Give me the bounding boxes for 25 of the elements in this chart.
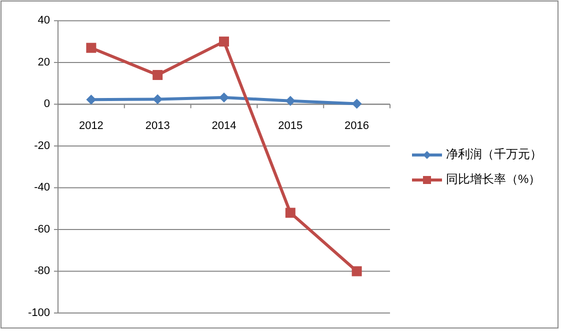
y-tick-label: -20 bbox=[34, 140, 50, 152]
y-tick-label: 40 bbox=[38, 14, 50, 27]
x-tick-label: 2016 bbox=[344, 120, 370, 132]
x-tick-label: 2013 bbox=[145, 120, 170, 132]
y-tick-label: -100 bbox=[28, 306, 50, 319]
y-tick-label: -40 bbox=[34, 182, 50, 194]
x-tick-label: 2012 bbox=[78, 120, 104, 132]
point bbox=[352, 266, 362, 276]
point bbox=[285, 96, 296, 106]
y-tick-label: -80 bbox=[34, 265, 50, 278]
point bbox=[86, 42, 96, 53]
point bbox=[352, 98, 362, 109]
point bbox=[219, 36, 229, 47]
x-tick-label: 2015 bbox=[278, 120, 303, 132]
legend-label: 净利润（千万元） bbox=[446, 147, 542, 162]
legend-label: 同比增长率（%） bbox=[446, 172, 541, 186]
point bbox=[152, 94, 163, 104]
point bbox=[285, 208, 296, 218]
x-tick-label: 2014 bbox=[212, 120, 236, 132]
y-tick-label: 20 bbox=[38, 56, 50, 68]
point bbox=[152, 70, 163, 80]
point bbox=[219, 92, 229, 103]
y-tick-label: -60 bbox=[34, 223, 50, 236]
point bbox=[86, 94, 96, 105]
y-tick-label: 0 bbox=[44, 98, 50, 110]
